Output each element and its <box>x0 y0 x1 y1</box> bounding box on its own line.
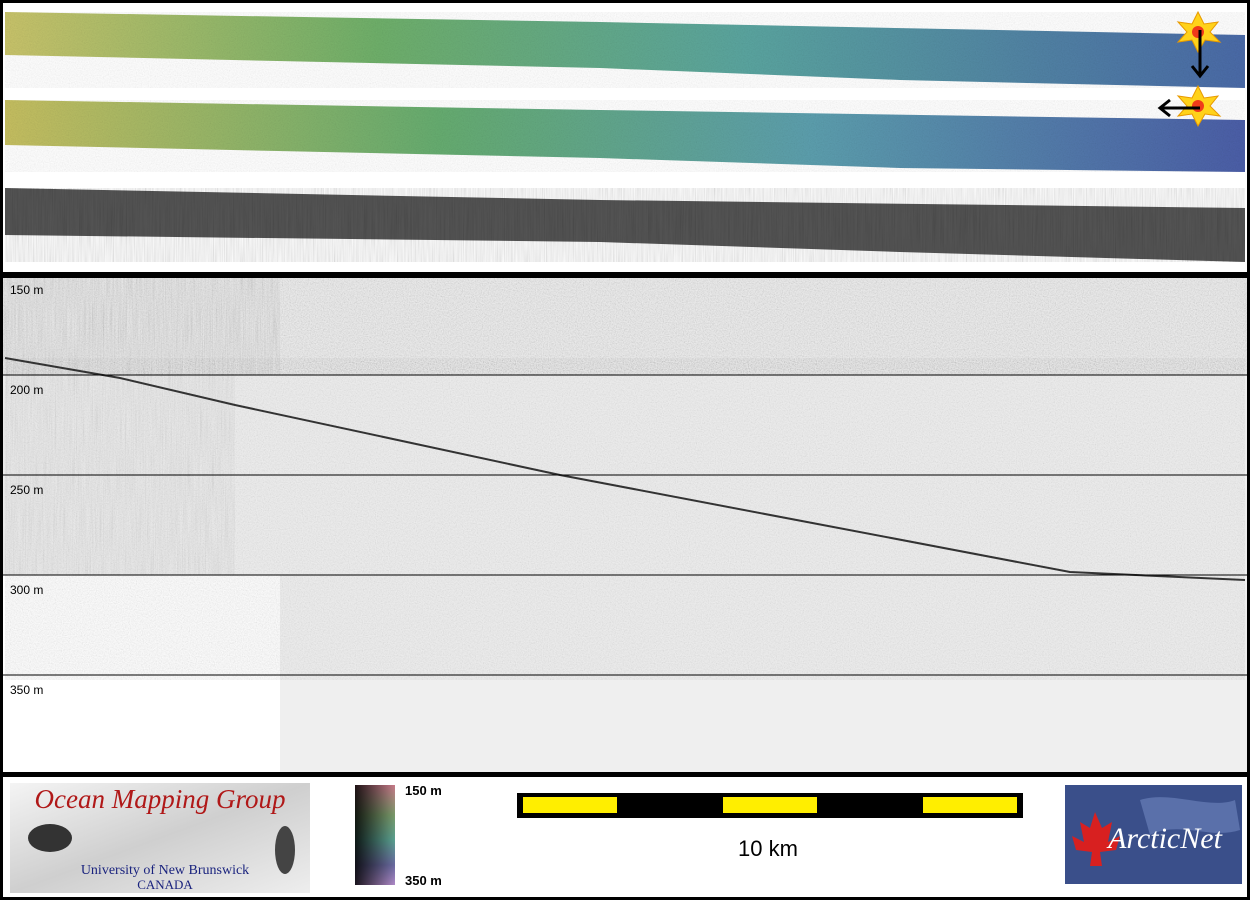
depth-label: 350 m <box>10 683 43 697</box>
location-marker <box>1176 10 1222 79</box>
colorbar-label: 350 m <box>405 873 442 888</box>
depth-label: 250 m <box>10 483 43 497</box>
depth-label: 200 m <box>10 383 43 397</box>
swath-texture <box>5 100 1245 172</box>
omg-university: University of New Brunswick <box>81 863 249 878</box>
depth-label: 150 m <box>10 283 43 297</box>
swath-texture <box>5 12 1245 88</box>
omg-logo: Ocean Mapping Group University of New Br… <box>10 783 310 893</box>
depth-label: 300 m <box>10 583 43 597</box>
profile-panel <box>3 278 1247 772</box>
location-marker <box>1157 84 1222 128</box>
omg-title: Ocean Mapping Group <box>35 784 286 814</box>
colorbar-label: 150 m <box>405 783 442 798</box>
scale-label: 10 km <box>738 836 798 861</box>
arcticnet-title: ArcticNet <box>1106 822 1223 855</box>
omg-country: CANADA <box>137 877 193 892</box>
scale-bar <box>517 793 1023 818</box>
colorbar-shade <box>355 785 395 885</box>
arcticnet-logo: ArcticNet <box>1065 785 1242 884</box>
backscatter-texture <box>5 188 1245 262</box>
